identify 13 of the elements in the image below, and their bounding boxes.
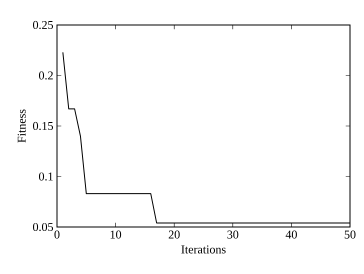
- y-axis-title: Fitness: [18, 109, 26, 143]
- x-tick-label: 30: [227, 230, 238, 239]
- y-tick-label: 0.25: [33, 20, 54, 30]
- y-tick-label: 0.15: [33, 122, 54, 130]
- x-tick-label: 40: [286, 230, 297, 239]
- y-tick-label: 0.2: [38, 71, 53, 80]
- x-tick-label: 20: [168, 230, 180, 239]
- x-tick-label: 0: [54, 230, 60, 239]
- y-tick-label: 0.05: [33, 222, 54, 232]
- x-tick-label: 50: [344, 230, 356, 239]
- x-tick-label: 10: [110, 230, 122, 239]
- x-axis-title: Iterations: [181, 245, 226, 254]
- y-tick-label: 0.1: [38, 172, 53, 181]
